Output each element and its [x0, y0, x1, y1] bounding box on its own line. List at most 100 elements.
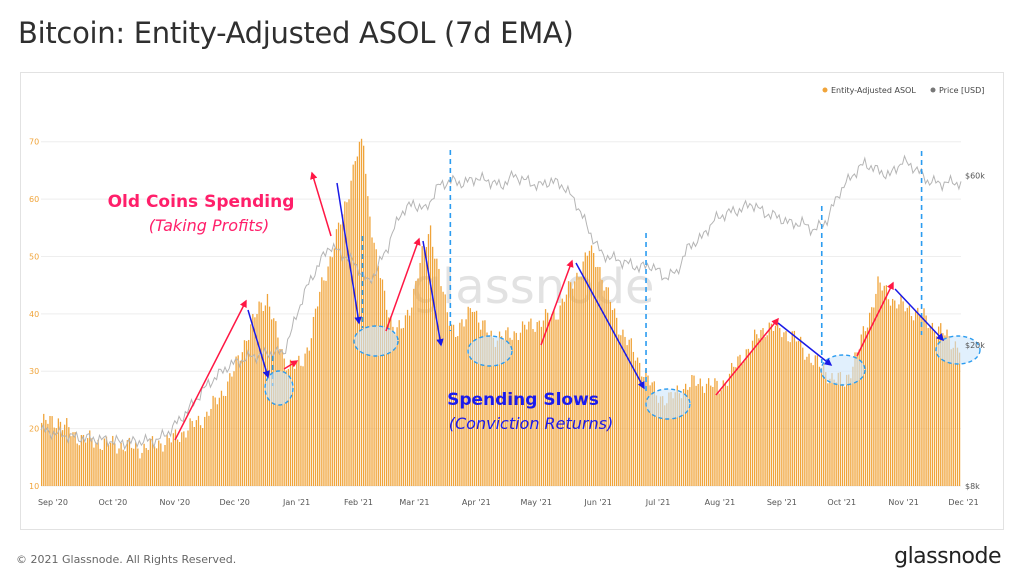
asol-bar: [170, 442, 172, 486]
asol-bar: [802, 347, 804, 486]
asol-bar: [586, 255, 589, 486]
asol-bar: [754, 329, 756, 486]
asol-bar: [912, 320, 915, 486]
asol-bar: [53, 427, 55, 486]
chart-frame: glassnode 10 20 30 40 50 60 70 $8k $20k $60k Sep '…: [20, 72, 1004, 530]
asol-bar: [521, 321, 524, 486]
asol-bar: [402, 327, 405, 486]
asol-bar: [473, 311, 476, 486]
asol-bar: [852, 366, 854, 486]
asol-bar: [396, 327, 398, 486]
y-tick-right: $60k: [965, 171, 985, 180]
asol-bar: [51, 416, 53, 486]
asol-bar: [622, 329, 624, 486]
asol-bar: [214, 397, 216, 486]
asol-bar: [664, 405, 666, 486]
asol-bar: [695, 385, 697, 486]
asol-bar: [764, 337, 766, 486]
asol-bar: [442, 291, 444, 486]
asol-bar: [141, 452, 143, 486]
legend-label-price: Price [USD]: [939, 86, 984, 95]
asol-bar: [254, 317, 256, 486]
asol-bar: [716, 380, 718, 486]
asol-bar: [331, 257, 333, 486]
asol-bar: [415, 280, 417, 486]
asol-bar: [304, 353, 306, 486]
asol-bar: [64, 424, 66, 486]
asol-bar: [931, 322, 934, 486]
asol-bar: [70, 436, 72, 486]
asol-bar: [906, 307, 908, 486]
asol-bar: [93, 447, 95, 486]
y-tick-left: 40: [29, 310, 39, 319]
asol-bar: [248, 339, 250, 486]
asol-bar: [256, 314, 258, 486]
asol-bar: [919, 316, 921, 486]
asol-bar: [848, 374, 850, 486]
asol-bar: [49, 415, 51, 486]
asol-bar: [239, 360, 241, 486]
asol-bar: [628, 339, 630, 486]
asol-bar: [942, 333, 944, 486]
asol-bar: [938, 326, 940, 486]
asol-bar: [342, 214, 344, 486]
asol-bar: [595, 267, 597, 486]
asol-bar: [781, 337, 783, 486]
asol-bar: [80, 435, 83, 486]
asol-bar: [536, 322, 538, 486]
asol-bar: [72, 432, 74, 486]
asol-bar: [678, 393, 681, 486]
asol-bar: [166, 434, 168, 486]
asol-bar: [797, 340, 800, 486]
asol-bar: [202, 427, 204, 486]
down-arrow: [777, 322, 833, 366]
asol-bar: [130, 447, 133, 486]
asol-bar: [676, 385, 678, 486]
asol-bar: [892, 298, 894, 486]
asol-bar: [772, 330, 775, 486]
asol-bar: [927, 328, 929, 486]
asol-bar: [208, 415, 210, 486]
asol-bar: [461, 319, 463, 486]
asol-bar: [411, 307, 413, 486]
asol-bar: [820, 368, 823, 486]
asol-bar: [455, 337, 457, 486]
asol-bar: [605, 287, 607, 486]
asol-bar: [856, 352, 858, 486]
up-arrow: [310, 171, 332, 237]
asol-bar: [375, 249, 377, 486]
asol-bar: [626, 345, 628, 486]
asol-bar: [260, 302, 262, 486]
asol-bar: [770, 323, 773, 486]
asol-bar: [774, 325, 777, 486]
asol-bar: [78, 445, 80, 486]
x-tick: Sep '21: [767, 498, 797, 507]
asol-bar: [356, 156, 359, 486]
asol-bar: [99, 448, 101, 486]
asol-bar: [902, 301, 904, 486]
asol-bar: [43, 413, 45, 486]
asol-bar: [110, 442, 112, 486]
asol-bar: [904, 311, 906, 486]
asol-bar: [666, 403, 668, 486]
asol-bar: [532, 329, 534, 486]
asol-bar: [231, 376, 233, 486]
asol-bar: [241, 352, 244, 486]
asol-bar: [463, 326, 465, 486]
asol-bar: [831, 373, 833, 486]
legend-swatch-asol: [822, 87, 828, 93]
asol-bar: [760, 329, 762, 486]
asol-bar: [910, 316, 913, 486]
asol-bar: [91, 438, 93, 486]
asol-bar: [482, 320, 484, 486]
asol-bar: [329, 256, 331, 486]
asol-bar: [823, 363, 825, 486]
asol-bar: [703, 392, 706, 486]
up-arrow: [283, 360, 299, 370]
asol-bar: [649, 385, 651, 486]
asol-bar: [806, 356, 808, 486]
asol-bar: [160, 443, 162, 486]
asol-bar: [281, 349, 283, 486]
asol-bar: [921, 315, 923, 486]
asol-bar: [333, 248, 336, 486]
